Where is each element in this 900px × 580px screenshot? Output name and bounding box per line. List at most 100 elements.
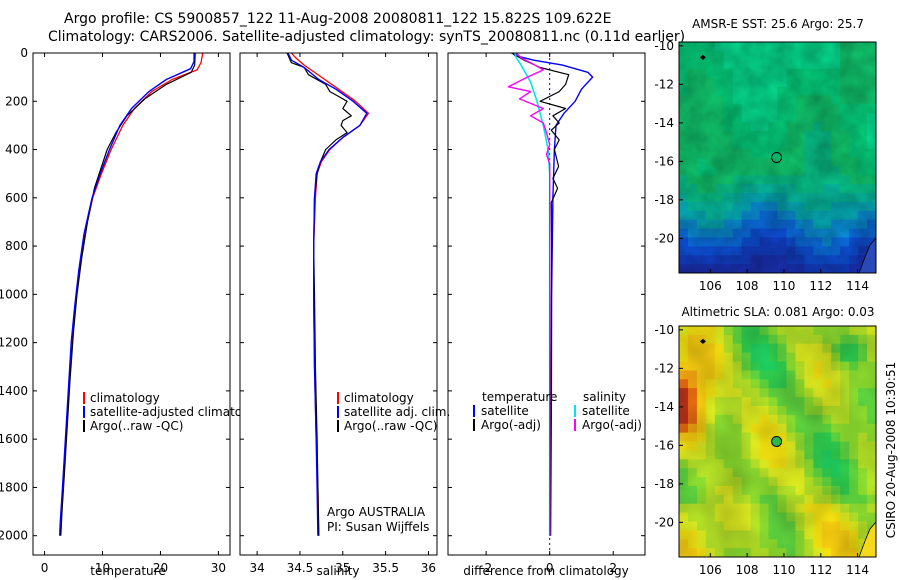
x-tick-label: 112: [809, 563, 832, 577]
pi-annotation: PI: Susan Wijffels: [327, 520, 429, 534]
x-tick-label: -2: [480, 561, 492, 575]
x-tick-label: 106: [699, 563, 722, 577]
y-tick-label: 1600: [0, 432, 28, 446]
series-line-satellite-adjusted-climatology-2: [59, 53, 195, 536]
y-tick-label: -18: [654, 477, 674, 491]
x-tick-label: 20: [153, 561, 168, 575]
x-tick-label: 36: [421, 561, 436, 575]
difference-xlabel: difference from climatology: [463, 564, 629, 578]
salinity-plot-background: [240, 53, 437, 555]
temperature-xlabel: temperature: [90, 564, 165, 578]
y-tick-label: 600: [5, 191, 28, 205]
legend-label-argo: Argo(..raw -QC): [344, 419, 437, 433]
legend-label-salinity-satellite: satellite: [582, 404, 630, 418]
temperature-x-axis: 0 10 20 30: [41, 53, 226, 575]
difference-legend: temperature salinity satellite Argo(-adj…: [473, 390, 642, 432]
x-tick-label: 34: [249, 561, 264, 575]
x-tick-label: 35: [335, 561, 350, 575]
legend-label-argo: Argo(..raw -QC): [90, 419, 183, 433]
x-tick-label: 112: [809, 279, 832, 293]
figure-title-line1: Argo profile: CS 5900857_122 11-Aug-2008…: [64, 11, 612, 27]
x-tick-label: 30: [211, 561, 226, 575]
x-tick-label: 35.5: [372, 561, 399, 575]
creation-stamp: CSIRO 20-Aug-2008 10:30:51: [884, 362, 898, 538]
coastline: [858, 521, 876, 557]
y-tick-label: 1400: [0, 384, 28, 398]
y-tick-label: -10: [654, 39, 674, 53]
y-tick-label: -10: [654, 323, 674, 337]
temperature-legend: climatology satellite-adjusted climatolo…: [83, 391, 268, 433]
y-tick-label: -12: [654, 77, 674, 91]
temperature-axes-box: [32, 52, 231, 556]
legend-label-temperature-satellite: satellite: [481, 404, 529, 418]
salinity-x-axis: 34 34.5 35 35.5 36: [249, 53, 436, 575]
sla-map-panel: Altimetric SLA: 0.081 Argo: 0.03 106 108 1…: [654, 305, 877, 577]
salinity-lines: [286, 52, 370, 536]
coastline: [858, 237, 876, 273]
sst-map-axes: 106 108 110 112 114 -10 -12 -14 -16 -18 -20: [654, 39, 869, 293]
sst-map-title: AMSR-E SST: 25.6 Argo: 25.7: [692, 17, 864, 31]
sla-map-axes: 106 108 110 112 114 -10 -12 -14 -16 -18 -20: [654, 323, 869, 577]
y-tick-label: 800: [5, 239, 28, 253]
y-tick-label: 1000: [0, 287, 28, 301]
x-tick-label: 10: [95, 561, 110, 575]
y-tick-label: -14: [654, 400, 674, 414]
series-line-satellite-0: [514, 52, 594, 536]
temperature-lines: [59, 52, 204, 536]
temperature-panel: 0 200 400 600 800 1000 1200 1400 1600 1800 2000 0 1…: [0, 46, 268, 578]
legend-group-salinity: salinity: [583, 390, 626, 404]
y-tick-label: -14: [654, 116, 674, 130]
sla-map-title: Altimetric SLA: 0.081 Argo: 0.03: [681, 305, 874, 319]
x-tick-label: 108: [736, 563, 759, 577]
argo-position-marker: [771, 436, 783, 447]
series-line-argo-raw-qc--1: [286, 52, 352, 536]
legend-label-climatology: climatology: [90, 391, 160, 405]
legend-label-temperature-argo: Argo(-adj): [481, 418, 541, 432]
y-tick-label: 400: [5, 143, 28, 157]
x-tick-label: 106: [699, 279, 722, 293]
legend-group-temperature: temperature: [482, 390, 557, 404]
series-line-satellite-adj-clim--2: [287, 52, 368, 536]
salinity-panel: 34 34.5 35 35.5 36 salinity climatology sate…: [239, 52, 450, 578]
y-tick-label: -16: [654, 438, 674, 452]
x-tick-label: 114: [846, 279, 869, 293]
salinity-legend: climatology satellite adj. clim. Argo(..…: [337, 391, 450, 433]
difference-axes-box: [447, 52, 646, 556]
series-line-argo-adj--1: [511, 52, 570, 536]
x-tick-label: 0: [41, 561, 49, 575]
argo-position-marker: [771, 152, 783, 163]
figure-title-line2: Climatology: CARS2006. Satellite-adjuste…: [48, 29, 686, 45]
x-tick-label: 108: [736, 279, 759, 293]
salinity-xlabel: salinity: [316, 564, 359, 578]
y-tick-label: -20: [654, 515, 674, 529]
series-line-climatology-0: [59, 52, 204, 536]
y-tick-label: -20: [654, 231, 674, 245]
sla-map-frame: [678, 325, 877, 558]
x-tick-label: 114: [846, 563, 869, 577]
legend-label-satellite-adj: satellite adj. clim.: [344, 405, 450, 419]
reference-marker: [699, 54, 706, 60]
y-tick-label: 1200: [0, 336, 28, 350]
y-tick-label: 2000: [0, 529, 28, 543]
difference-x-axis: -2 0 2: [480, 53, 617, 575]
x-tick-label: 0: [546, 561, 554, 575]
institution-annotation: Argo AUSTRALIA: [327, 505, 426, 519]
difference-y-ticks: [448, 52, 645, 537]
sst-texture: [679, 42, 876, 273]
salinity-axes-box: [239, 52, 438, 556]
legend-label-salinity-argo: Argo(-adj): [582, 418, 642, 432]
y-tick-label: -16: [654, 154, 674, 168]
y-tick-label: 1800: [0, 480, 28, 494]
legend-label-satellite-adjusted: satellite-adjusted climatology: [90, 405, 268, 419]
y-tick-label: -18: [654, 193, 674, 207]
difference-lines: [507, 52, 594, 536]
difference-panel: -2 0 2 difference from climatology tempera…: [447, 52, 646, 578]
sst-map-panel: AMSR-E SST: 25.6 Argo: 25.7 106 108 110 112…: [654, 17, 877, 293]
sst-map-frame: [678, 41, 877, 274]
series-line-argo-raw-qc--1: [60, 52, 196, 536]
legend-label-climatology: climatology: [344, 391, 414, 405]
y-tick-label: 0: [20, 46, 28, 60]
y-tick-label: -12: [654, 361, 674, 375]
x-tick-label: 34.5: [287, 561, 314, 575]
